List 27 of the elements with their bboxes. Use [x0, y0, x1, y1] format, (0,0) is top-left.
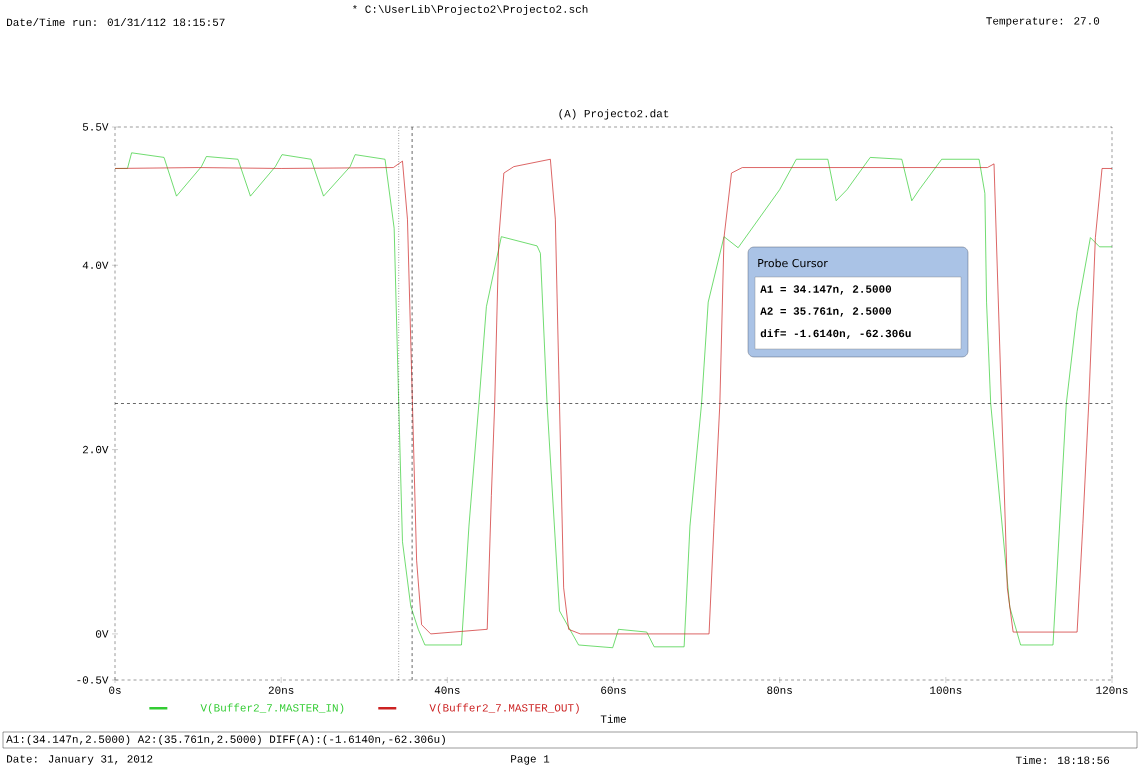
y-tick-label: 0V	[96, 630, 109, 638]
text: Temperature: 27.0	[986, 17, 1100, 27]
text: * C:\UserLib\Projecto2\Projecto2.sch	[352, 4, 588, 16]
x-tick-label: 80ns	[767, 686, 792, 694]
y-tick-label: 2.0V	[82, 445, 109, 454]
text: V(Buffer2_7.MASTER_IN)	[200, 703, 344, 714]
text: Date: January 31, 2012	[7, 755, 153, 765]
text: Date/Time run: 01/31/112 18:15:57	[7, 17, 225, 27]
annotation: A2 = 35.761n, 2.5000	[760, 307, 892, 317]
x-tick-label: 40ns	[434, 686, 460, 694]
chart-title: (A) Projecto2.dat	[559, 109, 669, 120]
x-tick-label: 0s	[109, 686, 121, 694]
y-tick-label: 5.5V	[82, 123, 109, 131]
x-axis-title: Time	[600, 714, 626, 723]
annotation: A1 = 34.147n, 2.5000	[760, 285, 892, 295]
annotation: dif= -1.6140n, -62.306u	[760, 328, 911, 340]
x-tick-label: 20ns	[268, 686, 294, 694]
x-tick-label: 120ns	[1096, 686, 1128, 694]
x-tick-label: 60ns	[601, 686, 626, 694]
x-tick-label: 100ns	[930, 686, 962, 694]
text: A1:(34.147n,2.5000) A2:(35.761n,2.5000) DIFF(A):(-1.6140n,-62.306u)	[6, 734, 445, 746]
annotation: Probe Cursor	[758, 258, 828, 268]
text: Time: 18:18:56	[1015, 755, 1110, 765]
y-tick-label: -0.5V	[77, 676, 109, 684]
y-tick-label: 4.0V	[82, 261, 109, 269]
text: Page 1	[511, 755, 550, 765]
text: V(Buffer2_7.MASTER_OUT)	[429, 703, 579, 714]
